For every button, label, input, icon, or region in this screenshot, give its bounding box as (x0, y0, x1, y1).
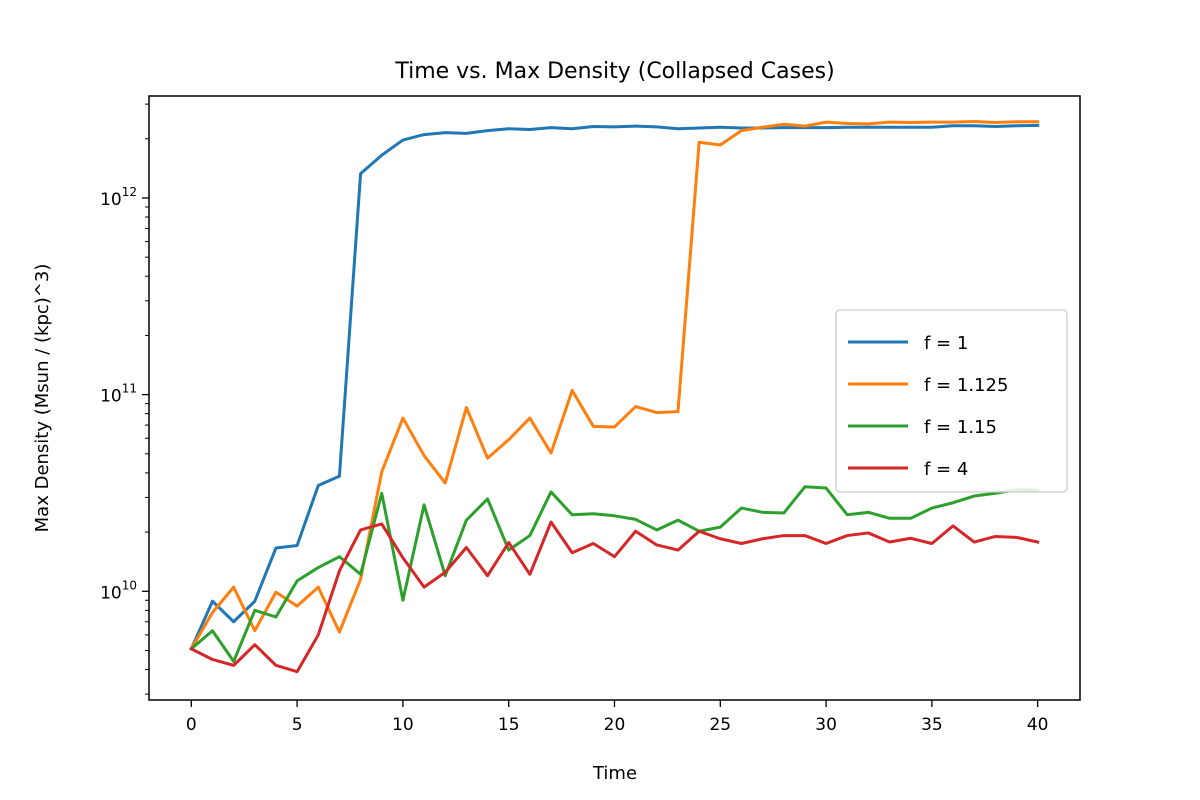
x-tick-label: 40 (1027, 715, 1049, 735)
x-tick-label: 0 (186, 715, 197, 735)
x-tick-label: 35 (921, 715, 943, 735)
x-tick-label: 15 (498, 715, 520, 735)
series-line-3 (189, 485, 1040, 663)
x-axis: 0 5 10 15 20 25 30 35 40 (186, 700, 1049, 735)
series-line-1 (189, 123, 1040, 651)
series-line-4 (189, 520, 1040, 674)
legend-label-1: f = 1 (924, 333, 968, 354)
legend: f = 1 f = 1.125 f = 1.15 f = 4 (835, 309, 1068, 493)
chart-title: Time vs. Max Density (Collapsed Cases) (394, 59, 834, 84)
legend-box (835, 309, 1068, 493)
legend-label-4: f = 4 (924, 459, 968, 480)
series-line-2 (189, 119, 1040, 651)
x-tick-label: 25 (709, 715, 731, 735)
x-tick-label: 5 (292, 715, 303, 735)
x-tick-label: 30 (815, 715, 837, 735)
legend-label-3: f = 1.15 (924, 417, 997, 438)
x-axis-label: Time (592, 763, 637, 784)
x-tick-label: 10 (392, 715, 414, 735)
legend-label-2: f = 1.125 (924, 375, 1008, 396)
y-axis-label: Max Density (Msun / (kpc)^3) (32, 264, 53, 533)
y-tick-label: 1011 (100, 382, 137, 407)
y-tick-label: 1012 (100, 185, 137, 210)
x-tick-label: 20 (604, 715, 626, 735)
y-axis: 1010 1011 1012 (100, 103, 149, 695)
y-tick-label: 1010 (100, 578, 137, 603)
